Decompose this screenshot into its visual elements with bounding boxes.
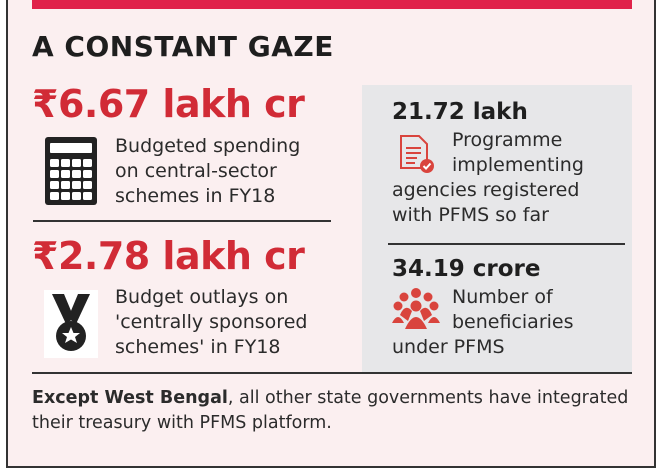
desc-line: implementing [452,154,584,176]
calculator-key [61,192,70,200]
calculator-key [72,192,81,200]
footer-text: , all other state governments have integ… [32,388,629,433]
document-check-icon [400,135,434,173]
stat-desc-centrally-sponsored: Budget outlays on 'centrally sponsored s… [115,285,307,360]
people-group-icon [392,288,440,329]
desc-line: beneficiaries [452,311,574,333]
right-panel [362,85,632,372]
top-accent-bar [32,0,632,9]
infographic-title: A CONSTANT GAZE [32,30,334,63]
desc-line: schemes' in FY18 [115,336,281,358]
stat-value-agencies: 21.72 lakh [392,99,528,125]
calculator-icon [45,137,97,205]
medal-icon [44,290,98,358]
stat-desc-beneficiaries: Number of beneficiaries under PFMS [392,285,574,360]
desc-line: Programme [452,129,563,151]
stat-desc-central-sector: Budgeted spending on central-sector sche… [115,134,300,209]
desc-line: schemes in FY18 [115,185,276,207]
calculator-key [50,159,59,167]
calculator-key [61,159,70,167]
calculator-key [83,192,92,200]
stat-value-centrally-sponsored: ₹2.78 lakh cr [32,234,305,278]
desc-line: Number of [452,286,553,308]
calculator-key [72,159,81,167]
calculator-key [50,192,59,200]
desc-line: under PFMS [392,336,505,358]
calculator-key [83,170,92,178]
stat-value-central-sector: ₹6.67 lakh cr [32,82,305,126]
desc-line: Budgeted spending [115,135,301,157]
calculator-key [72,170,81,178]
desc-line: on central-sector [115,160,277,182]
divider [388,243,625,245]
calculator-key [83,181,92,189]
footer-bold: Except West Bengal [32,388,228,408]
divider [33,220,331,222]
stat-value-beneficiaries: 34.19 crore [392,256,541,282]
calculator-key [61,181,70,189]
calculator-key [50,181,59,189]
footer-note: Except West Bengal, all other state gove… [32,386,632,436]
divider [32,372,632,374]
desc-line: Budget outlays on [115,286,289,308]
desc-line: with PFMS so far [392,204,549,226]
calculator-key [83,159,92,167]
desc-line: 'centrally sponsored [115,311,308,333]
stat-desc-agencies: Programme implementing agencies register… [392,128,584,228]
desc-line: agencies registered [392,179,580,201]
calculator-key [50,170,59,178]
calculator-key [61,170,70,178]
calculator-key [72,181,81,189]
